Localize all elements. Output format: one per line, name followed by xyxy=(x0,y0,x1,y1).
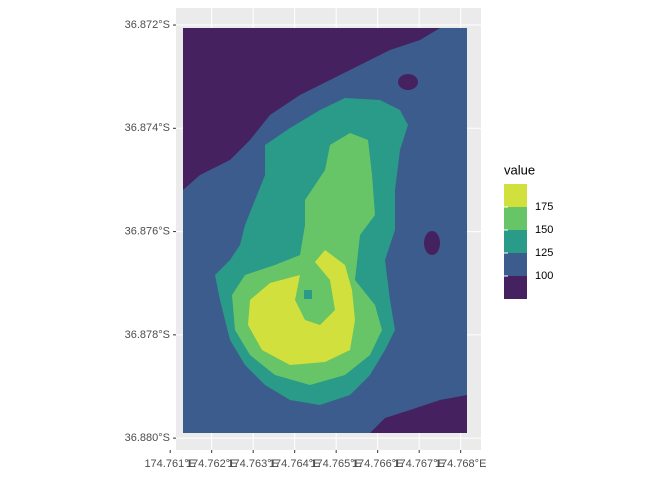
y-tick-label: 36.876°S xyxy=(125,225,170,237)
legend-swatch xyxy=(504,207,527,230)
y-tick-label: 36.880°S xyxy=(125,432,170,444)
legend-swatch xyxy=(504,253,527,276)
x-tick-label: 174.765°E xyxy=(310,458,362,470)
y-tick-label: 36.878°S xyxy=(125,329,170,341)
raster-hole xyxy=(304,290,312,299)
legend: value 100 125 150 175 xyxy=(504,162,553,299)
y-tick-label: 36.872°S xyxy=(125,19,170,31)
raster xyxy=(183,28,467,433)
raster-level xyxy=(248,250,355,365)
raster-hole xyxy=(235,58,245,102)
legend-swatch xyxy=(504,230,527,253)
x-tick-label: 174.764°E xyxy=(269,458,321,470)
legend-title: value xyxy=(504,162,535,177)
x-tick-label: 174.761°E xyxy=(144,458,196,470)
x-tick-label: 174.767°E xyxy=(393,458,445,470)
y-tick-label: 36.874°S xyxy=(125,122,170,134)
x-tick-label: 174.766°E xyxy=(352,458,404,470)
legend-label: 175 xyxy=(535,201,553,213)
legend-label: 100 xyxy=(535,270,553,282)
raster-hole xyxy=(424,231,440,255)
x-tick-label: 174.762°E xyxy=(186,458,238,470)
x-tick-label: 174.763°E xyxy=(227,458,279,470)
raster-hole xyxy=(398,74,418,90)
legend-label: 125 xyxy=(535,247,553,259)
legend-swatch xyxy=(504,184,527,207)
legend-label: 150 xyxy=(535,224,553,236)
x-tick-label: 174.768°E xyxy=(435,458,487,470)
legend-swatch xyxy=(504,276,527,299)
axes: 174.761°E174.762°E174.763°E174.764°E174.… xyxy=(125,19,487,470)
